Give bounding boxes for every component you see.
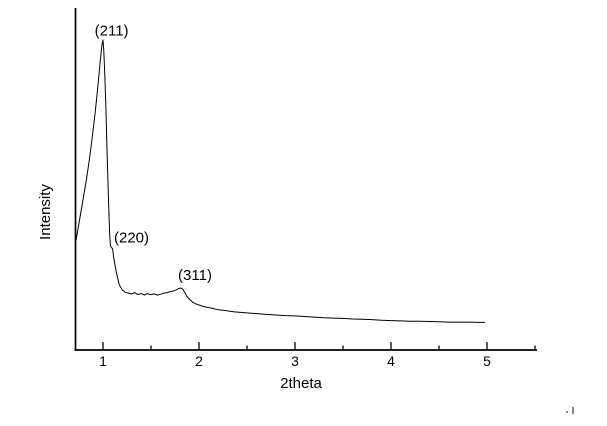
svg-text:2: 2 <box>195 353 203 369</box>
x-axis-ticks <box>102 342 536 350</box>
x-axis-tick-labels: 1 2 3 4 5 <box>99 353 491 369</box>
svg-text:5: 5 <box>483 353 491 369</box>
x-axis-label: 2theta <box>280 375 322 392</box>
peak-annotations: (211) (220) (311) <box>95 23 212 284</box>
svg-text:1: 1 <box>99 353 107 369</box>
y-axis-label: Intensity <box>37 184 54 240</box>
stray-mark-tick <box>572 407 574 414</box>
stray-mark-dot <box>566 411 568 413</box>
svg-text:4: 4 <box>387 353 395 369</box>
xrd-curve <box>75 39 486 323</box>
svg-text:(311): (311) <box>178 267 212 284</box>
svg-text:(220): (220) <box>114 230 149 247</box>
svg-text:3: 3 <box>291 353 299 369</box>
svg-text:(211): (211) <box>95 23 129 40</box>
